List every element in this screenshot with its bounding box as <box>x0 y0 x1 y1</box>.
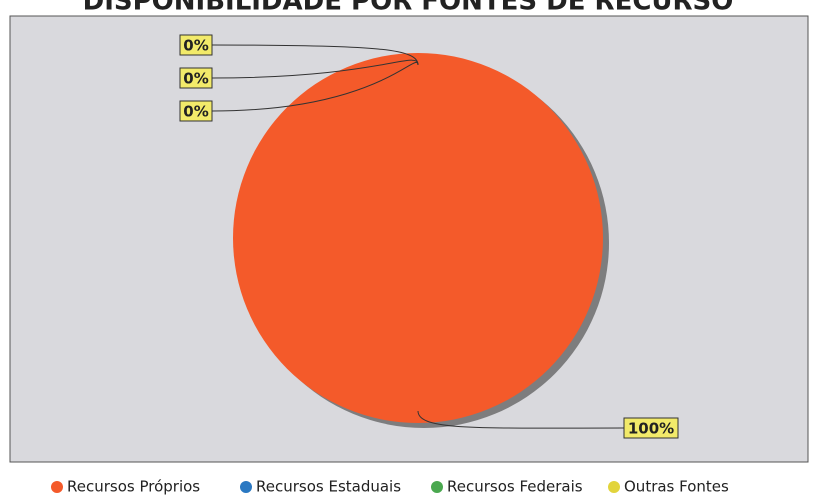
data-label: 0% <box>183 70 208 88</box>
leader-line <box>417 410 625 429</box>
data-label: 0% <box>183 103 208 121</box>
legend-swatch <box>431 481 443 493</box>
data-label-box <box>179 100 213 122</box>
legend-label: Outras Fontes <box>624 478 729 496</box>
data-label: 100% <box>628 420 674 438</box>
legend-label: Recursos Estaduais <box>256 478 401 496</box>
data-labels: 100% 0% 0% 0% <box>179 34 679 439</box>
data-label-box <box>179 34 213 56</box>
leader-line <box>211 59 419 79</box>
legend-swatch <box>608 481 620 493</box>
legend-label: Recursos Federais <box>447 478 583 496</box>
pie <box>233 53 609 428</box>
data-label-box <box>179 67 213 89</box>
data-label-box <box>623 417 679 439</box>
data-label: 0% <box>183 37 208 55</box>
legend-swatch <box>51 481 63 493</box>
legend-swatch <box>240 481 252 493</box>
legend-label: Recursos Próprios <box>67 478 200 496</box>
leader-line <box>211 44 419 66</box>
legend: Recursos Próprios Recursos Estaduais Recur… <box>51 478 729 496</box>
chart-title: DISPONIBILIDADE POR FONTES DE RECURSO <box>83 0 734 17</box>
pie-slice <box>233 53 603 423</box>
leader-line <box>211 61 419 112</box>
